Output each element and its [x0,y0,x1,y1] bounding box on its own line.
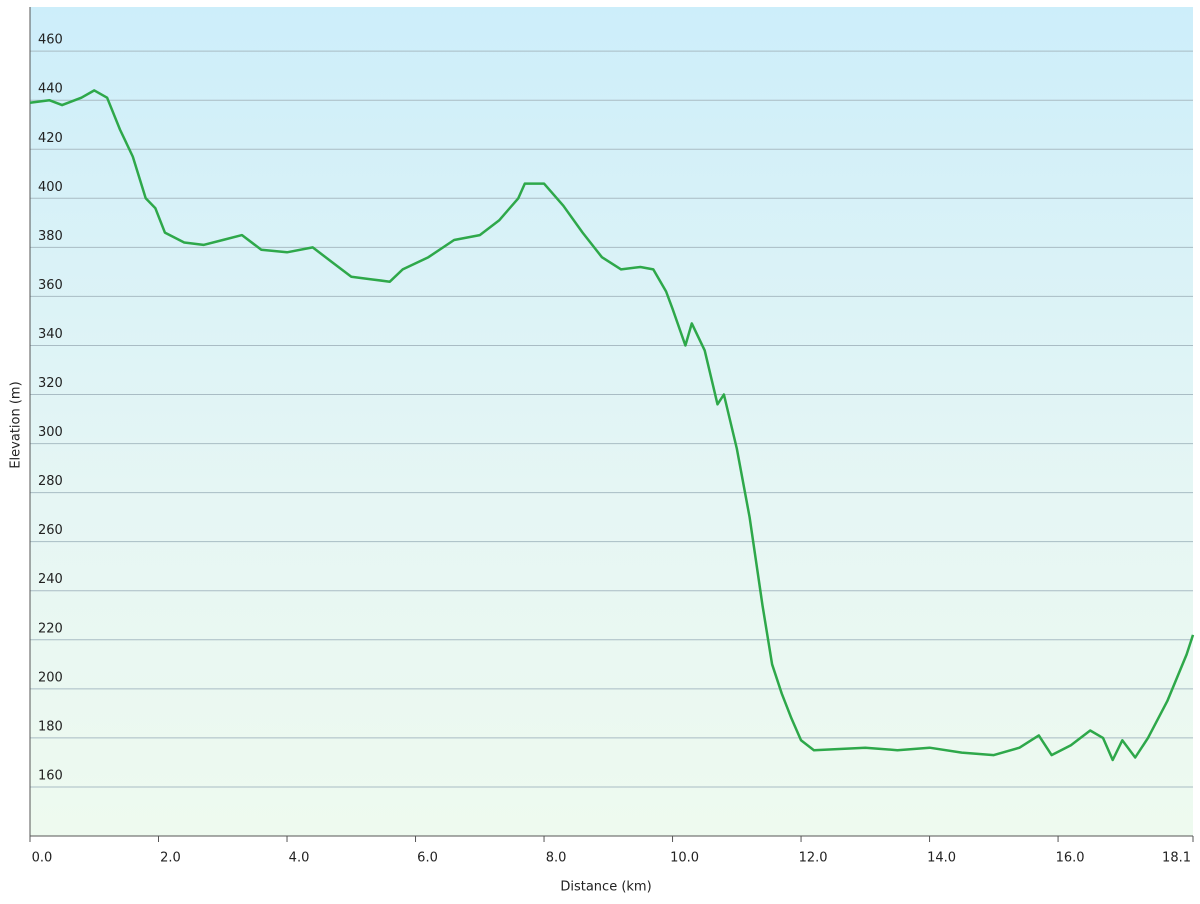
y-tick-label: 440 [38,82,63,97]
y-tick-label: 260 [38,523,63,538]
elevation-line [29,89,1195,762]
y-tick-label: 280 [38,474,63,489]
y-tick-label: 420 [38,131,63,146]
x-tick-label: 16.0 [1056,851,1085,866]
x-tick-label: 6.0 [417,851,438,866]
x-tick-label: 4.0 [289,851,310,866]
y-tick-label: 380 [38,229,63,244]
x-tick-label: 2.0 [160,851,181,866]
y-tick-label: 160 [38,768,63,783]
x-axis-label: Distance (km) [560,880,651,895]
y-axis-label: Elevation (m) [9,381,24,468]
y-tick-label: 320 [38,376,63,391]
y-tick-label: 220 [38,621,63,636]
y-tick-label: 340 [38,327,63,342]
y-tick-label: 180 [38,719,63,734]
x-tick-label: 14.0 [927,851,956,866]
plot-area [30,7,1193,836]
x-tick-label: 0.0 [32,851,53,866]
y-tick-label: 240 [38,572,63,587]
x-tick-label: 8.0 [546,851,567,866]
y-tick-label: 200 [38,670,63,685]
x-tick-label: 18.1 [1162,851,1191,866]
y-tick-label: 400 [38,180,63,195]
y-tick-label: 360 [38,278,63,293]
x-tick-label: 12.0 [799,851,828,866]
y-tick-label: 460 [38,33,63,48]
x-tick-label: 10.0 [670,851,699,866]
y-tick-label: 300 [38,425,63,440]
